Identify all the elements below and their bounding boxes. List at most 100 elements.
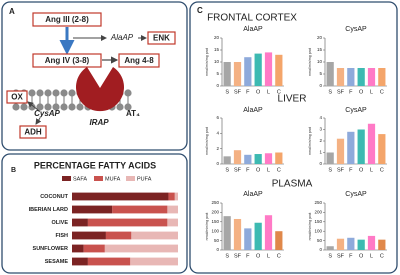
x-tick-label: S <box>225 253 229 259</box>
x-tick-label: C <box>380 89 384 95</box>
bar <box>357 239 365 250</box>
y-tick-label: 2 <box>216 146 219 151</box>
bar-segment <box>72 205 113 214</box>
node-box <box>118 53 160 68</box>
y-tick-label: 100 <box>314 228 322 233</box>
y-tick-label: 10 <box>214 59 220 64</box>
bar <box>357 129 365 164</box>
lipid-head <box>52 89 60 97</box>
panel-label: A <box>9 7 15 16</box>
x-tick-label: L <box>370 253 373 259</box>
y-tick-label: 3 <box>319 127 322 132</box>
x-tick-label: SF <box>234 89 242 95</box>
bar <box>347 237 355 250</box>
node-label: Ang IV (3-8) <box>45 56 90 65</box>
lipid-head <box>20 103 28 111</box>
enzyme-label: AlaAP <box>110 33 134 42</box>
bar <box>367 68 376 86</box>
legend-swatch <box>126 176 135 181</box>
y-tick-label: 4 <box>216 131 219 136</box>
panel-a <box>1 1 188 151</box>
bar-segment <box>72 218 88 227</box>
enzyme-label: CysAP <box>34 109 60 118</box>
y-tick-label: 250 <box>211 200 219 205</box>
x-tick-label: C <box>277 253 281 259</box>
lipid-head <box>68 103 76 111</box>
diagram: Ang III (2-8) AlaAP ENK Ang IV (3-8) Ang… <box>6 12 176 139</box>
bar-segment <box>87 257 131 266</box>
node-label: OX <box>11 93 23 102</box>
chart-title: AlaAP <box>243 107 263 114</box>
y-tick-label: 150 <box>314 219 322 224</box>
lipid-head <box>124 103 132 111</box>
bar <box>326 152 334 164</box>
y-tick-label: 20 <box>317 35 323 40</box>
bar <box>326 246 334 250</box>
y-axis-label: nmol/min/mg prot <box>205 127 209 155</box>
node-label: AT₄ <box>126 109 140 118</box>
y-tick-label: 20 <box>214 35 220 40</box>
section-title: LIVER <box>278 94 307 105</box>
bar <box>254 222 262 250</box>
panel-c <box>189 1 398 274</box>
y-axis-label: nmol/min/mg prot <box>205 213 209 241</box>
panel-label: C <box>197 6 203 15</box>
y-tick-label: 0 <box>216 247 219 252</box>
node-box <box>147 31 176 45</box>
bar-segment <box>72 244 84 253</box>
y-tick-label: 0 <box>216 83 219 88</box>
category-label: COCONUT <box>40 194 68 200</box>
chart-title: AlaAP <box>243 26 263 33</box>
x-tick-label: F <box>246 167 250 173</box>
bar <box>275 152 283 164</box>
y-tick-label: 15 <box>214 47 220 52</box>
y-tick-label: 100 <box>211 228 219 233</box>
chart-title: CysAP <box>345 107 367 114</box>
category-label: OLIVE <box>51 220 68 226</box>
bar <box>223 216 231 250</box>
x-tick-label: F <box>349 253 353 259</box>
x-tick-label: C <box>380 253 384 259</box>
lipid-head <box>68 89 76 97</box>
bar <box>254 53 262 86</box>
irap-receptor <box>76 67 125 112</box>
lipid-head <box>12 103 20 111</box>
bar <box>244 228 252 250</box>
x-tick-label: L <box>267 89 270 95</box>
legend-label: SAFA <box>73 176 87 182</box>
x-tick-label: S <box>225 89 229 95</box>
node-label: ADH <box>24 128 42 137</box>
lipid-head <box>60 103 68 111</box>
lipid-head <box>60 89 68 97</box>
node-label: Ang 4-8 <box>124 56 154 65</box>
lipid-head <box>44 89 52 97</box>
bar-segment <box>168 192 175 201</box>
x-tick-label: S <box>328 167 332 173</box>
chart-title: AlaAP <box>243 191 263 198</box>
bar <box>233 150 242 164</box>
bar <box>378 239 386 250</box>
x-tick-label: SF <box>337 89 345 95</box>
bar <box>378 68 386 86</box>
x-tick-label: O <box>359 89 364 95</box>
arrow <box>27 101 39 111</box>
y-tick-label: 50 <box>214 238 220 243</box>
bar-segment <box>72 257 88 266</box>
bar-segment <box>167 205 178 214</box>
bar <box>275 54 283 86</box>
x-tick-label: C <box>277 89 281 95</box>
bar <box>367 235 376 250</box>
y-axis-label: nmol/min/mg prot <box>205 48 209 76</box>
lipid-head <box>76 103 84 111</box>
bar <box>357 68 365 86</box>
y-tick-label: 0 <box>216 161 219 166</box>
bar <box>264 215 273 250</box>
bar-segment <box>174 192 178 201</box>
y-tick-label: 15 <box>317 47 323 52</box>
category-label: SUNFLOWER <box>33 246 68 252</box>
bar <box>336 68 345 86</box>
x-tick-label: F <box>349 89 353 95</box>
bar <box>233 218 242 250</box>
x-tick-label: F <box>246 89 250 95</box>
x-tick-label: SF <box>234 253 242 259</box>
